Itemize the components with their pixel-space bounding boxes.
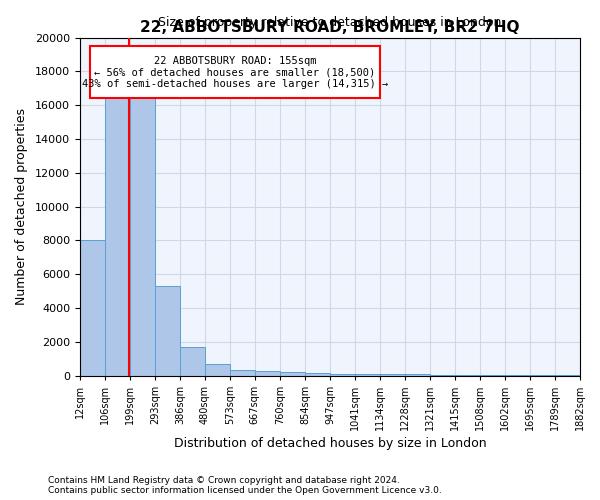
Bar: [480, 374, 505, 376]
Bar: [380, 374, 405, 376]
Bar: [405, 374, 430, 376]
Bar: [430, 374, 455, 376]
Bar: [230, 370, 255, 376]
Bar: [330, 374, 355, 376]
Text: 22 ABBOTSBURY ROAD: 155sqm
← 56% of detached houses are smaller (18,500)
43% of : 22 ABBOTSBURY ROAD: 155sqm ← 56% of deta…: [82, 56, 388, 89]
Bar: [205, 364, 230, 376]
Title: 22, ABBOTSBURY ROAD, BROMLEY, BR2 7HQ: 22, ABBOTSBURY ROAD, BROMLEY, BR2 7HQ: [140, 20, 520, 35]
Bar: [155, 286, 180, 376]
Bar: [130, 95, 155, 376]
Y-axis label: Number of detached properties: Number of detached properties: [15, 108, 28, 305]
Bar: [505, 374, 530, 376]
Bar: [255, 372, 280, 376]
Bar: [80, 240, 105, 376]
Bar: [305, 373, 330, 376]
Text: Size of property relative to detached houses in London: Size of property relative to detached ho…: [158, 16, 502, 29]
Bar: [455, 374, 480, 376]
Bar: [280, 372, 305, 376]
FancyBboxPatch shape: [90, 46, 380, 98]
Bar: [105, 95, 130, 376]
Text: Contains HM Land Registry data © Crown copyright and database right 2024.
Contai: Contains HM Land Registry data © Crown c…: [48, 476, 442, 495]
Bar: [180, 347, 205, 376]
Bar: [355, 374, 380, 376]
X-axis label: Distribution of detached houses by size in London: Distribution of detached houses by size …: [173, 437, 486, 450]
